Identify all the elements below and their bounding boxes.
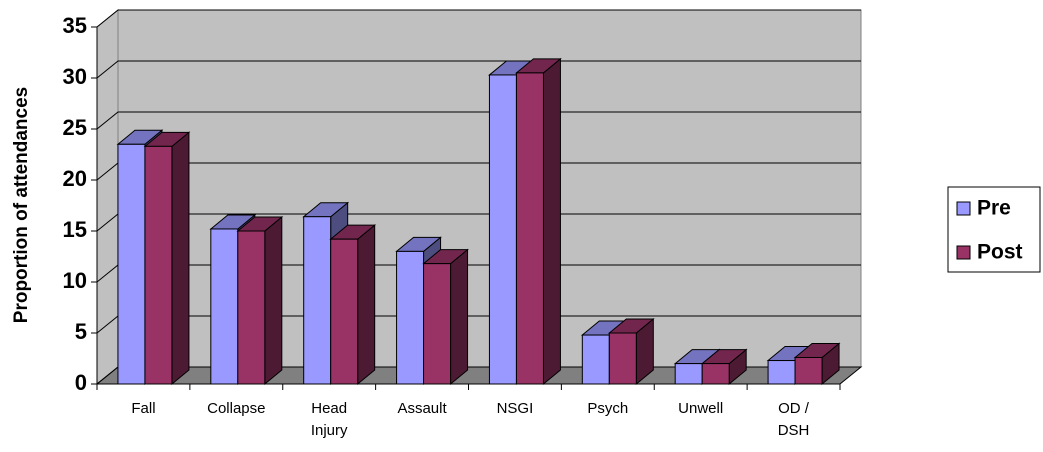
x-tick-label: NSGI bbox=[496, 400, 534, 417]
bar-front bbox=[144, 145, 173, 385]
y-tick-label: 10 bbox=[63, 268, 87, 293]
y-tick-label: 20 bbox=[63, 166, 87, 191]
bar bbox=[793, 342, 841, 386]
bar bbox=[422, 248, 469, 386]
y-tick-label: 5 bbox=[75, 319, 87, 344]
side-wall bbox=[96, 8, 119, 386]
legend-label: Pre bbox=[977, 197, 1011, 220]
bar-front bbox=[608, 332, 637, 385]
y-tick-label: 15 bbox=[63, 217, 87, 242]
legend-swatch bbox=[956, 245, 971, 260]
bar-front bbox=[515, 72, 544, 385]
y-tick-label: 0 bbox=[75, 370, 87, 395]
y-axis-title: Proportion of attendances bbox=[11, 87, 32, 323]
y-tick-label: 35 bbox=[63, 13, 87, 38]
bar-side bbox=[450, 248, 469, 386]
legend-label: Post bbox=[977, 241, 1023, 264]
bar-front bbox=[488, 74, 517, 385]
bar-front bbox=[674, 363, 703, 385]
x-tick-label: Unwell bbox=[678, 400, 724, 417]
bar-front bbox=[117, 143, 146, 385]
bar-front bbox=[303, 216, 332, 385]
bar-side bbox=[357, 224, 376, 386]
y-tick-label: 30 bbox=[63, 64, 87, 89]
bar bbox=[700, 348, 748, 386]
bar-side bbox=[542, 57, 561, 386]
legend-box bbox=[947, 186, 1041, 273]
bar-front bbox=[330, 238, 359, 385]
x-tick-label: Collapse bbox=[207, 400, 266, 417]
x-tick-label: OD / DSH bbox=[777, 400, 810, 439]
bar bbox=[607, 317, 655, 386]
bar bbox=[143, 131, 191, 386]
bar-front bbox=[767, 360, 796, 385]
grid-line bbox=[96, 111, 861, 130]
bar-front bbox=[396, 250, 425, 385]
bar-front bbox=[794, 356, 823, 385]
bar-front bbox=[423, 263, 452, 385]
x-tick-label: Assault bbox=[397, 400, 447, 417]
bar-side bbox=[171, 131, 190, 386]
x-tick-label: Fall bbox=[131, 400, 156, 417]
bar bbox=[236, 215, 284, 386]
y-tick-label: 25 bbox=[63, 115, 87, 140]
x-tick-label: Head Injury bbox=[310, 400, 348, 439]
bar-side bbox=[264, 215, 283, 386]
bar-front bbox=[581, 334, 610, 385]
bar bbox=[515, 57, 562, 386]
bar bbox=[329, 224, 377, 386]
x-tick-label: Psych bbox=[587, 400, 629, 417]
bar-front bbox=[701, 363, 730, 385]
grid-line bbox=[96, 60, 861, 79]
bar-front bbox=[210, 228, 239, 385]
grid-line bbox=[96, 9, 861, 28]
legend-swatch bbox=[956, 201, 971, 216]
bar-front bbox=[237, 230, 266, 385]
